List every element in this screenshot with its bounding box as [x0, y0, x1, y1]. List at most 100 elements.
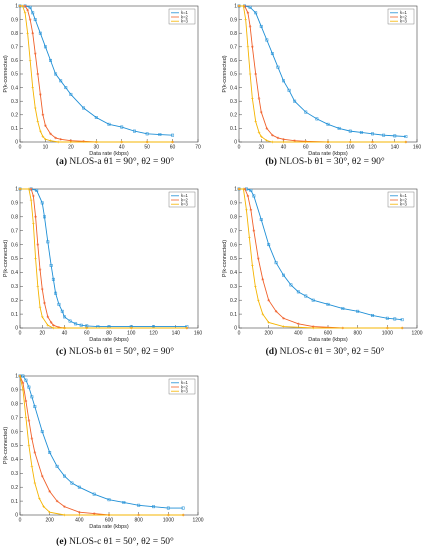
data-point	[39, 93, 42, 96]
series-line-d-k1	[239, 188, 403, 321]
caption-d-label: (d)	[265, 347, 278, 357]
data-point	[265, 38, 269, 42]
data-point	[252, 229, 256, 232]
data-point	[145, 140, 149, 144]
x-tick-label: 70	[195, 145, 201, 151]
data-point	[70, 481, 74, 485]
y-tick-label: 0.4	[11, 457, 18, 463]
x-tick-label: 0	[19, 145, 22, 151]
data-point	[78, 510, 81, 514]
data-point	[54, 136, 57, 140]
x-tick-label: 120	[149, 331, 158, 337]
data-point	[52, 323, 55, 327]
data-point	[94, 116, 98, 119]
data-point	[40, 287, 44, 291]
data-point	[120, 140, 124, 144]
x-tick-label: 30	[94, 145, 100, 151]
y-tick-label: 1	[234, 4, 237, 10]
data-point	[60, 309, 64, 313]
data-point	[237, 187, 241, 191]
data-point	[18, 187, 22, 191]
data-point	[63, 326, 66, 330]
data-point	[265, 127, 269, 130]
data-point	[36, 285, 40, 288]
legend-label-k2: k=2	[181, 197, 189, 202]
y-tick-label: 1	[234, 187, 237, 193]
chart-b: 0 0.1 0.2 0.3 0.4 0.5 0.6 0.7 0.8 0.9 1 0 20 40 60 80 10…	[222, 4, 421, 157]
data-point	[276, 65, 280, 69]
data-point	[41, 135, 45, 138]
data-point	[242, 187, 245, 191]
chart-c: 0 0.1 0.2 0.3 0.4 0.5 0.6 0.7 0.8 0.9 1 0 20 40 60 80 10…	[3, 187, 202, 343]
x-tick-label: 0	[238, 331, 241, 337]
data-point	[251, 264, 254, 267]
data-point	[68, 319, 72, 323]
x-axis-label-d: Data rate (kbps)	[308, 337, 348, 343]
data-point	[348, 129, 352, 133]
data-point	[386, 326, 389, 330]
data-point	[63, 474, 66, 478]
legend-label-k3: k=3	[181, 202, 189, 207]
data-point	[23, 11, 27, 15]
data-point	[122, 501, 126, 504]
x-axis-label-b: Data rate (kbps)	[308, 151, 348, 157]
data-point	[107, 122, 111, 126]
data-point	[171, 140, 174, 144]
data-point	[77, 485, 81, 489]
data-point	[35, 188, 39, 192]
y-tick-label: 0.4	[230, 270, 237, 276]
data-point	[341, 307, 345, 310]
data-point	[259, 110, 263, 114]
caption-b-text: NLOS-b θ1 = 30°, θ2 = 90°	[279, 157, 385, 167]
data-point	[171, 133, 175, 137]
data-point	[271, 140, 274, 144]
data-point	[40, 474, 44, 478]
data-point	[33, 481, 37, 485]
y-tick-label: 0.1	[11, 126, 18, 132]
legend-label-k1: k=1	[181, 380, 189, 385]
y-tick-label: 0.9	[230, 201, 237, 207]
y-tick-label: 0.9	[11, 388, 18, 394]
y-tick-label: 0.8	[230, 215, 237, 221]
data-point	[259, 135, 263, 138]
x-tick-label: 140	[172, 331, 181, 337]
data-point	[382, 133, 386, 137]
legend-label-k3: k=3	[181, 389, 189, 394]
data-point	[54, 291, 58, 295]
x-tick-label: 1200	[411, 331, 422, 337]
y-tick-label: 0.8	[230, 31, 237, 37]
data-point	[18, 374, 22, 378]
data-point	[267, 321, 270, 324]
data-point	[94, 140, 98, 144]
caption-e: (e) NLOS-c θ1 = 50°, θ2 = 50°	[10, 537, 220, 547]
data-point	[33, 52, 37, 55]
data-point	[289, 283, 293, 287]
data-point	[33, 451, 37, 454]
data-point	[63, 513, 66, 517]
data-point	[254, 72, 257, 76]
data-point	[311, 326, 315, 330]
data-point	[242, 4, 245, 8]
data-point	[43, 215, 46, 219]
y-tick-label: 0.2	[230, 298, 237, 304]
y-tick-label: 0.5	[11, 443, 18, 449]
data-point	[38, 305, 42, 309]
data-point	[39, 129, 42, 133]
x-tick-label: 0	[19, 331, 22, 337]
data-point	[304, 294, 308, 298]
y-tick-label: 0.9	[11, 201, 18, 207]
x-tick-label: 0	[238, 145, 241, 151]
data-point	[107, 513, 111, 517]
data-point	[48, 510, 51, 514]
y-tick-label: 0.1	[230, 312, 237, 318]
data-point	[33, 18, 37, 22]
data-point	[137, 503, 141, 507]
data-point	[276, 136, 280, 140]
data-point	[293, 99, 297, 103]
series-line-b-k3	[239, 5, 406, 143]
y-tick-label: 0.7	[230, 228, 237, 234]
series-line-c-k3	[20, 188, 187, 329]
data-point	[55, 464, 59, 468]
data-point	[38, 268, 42, 271]
